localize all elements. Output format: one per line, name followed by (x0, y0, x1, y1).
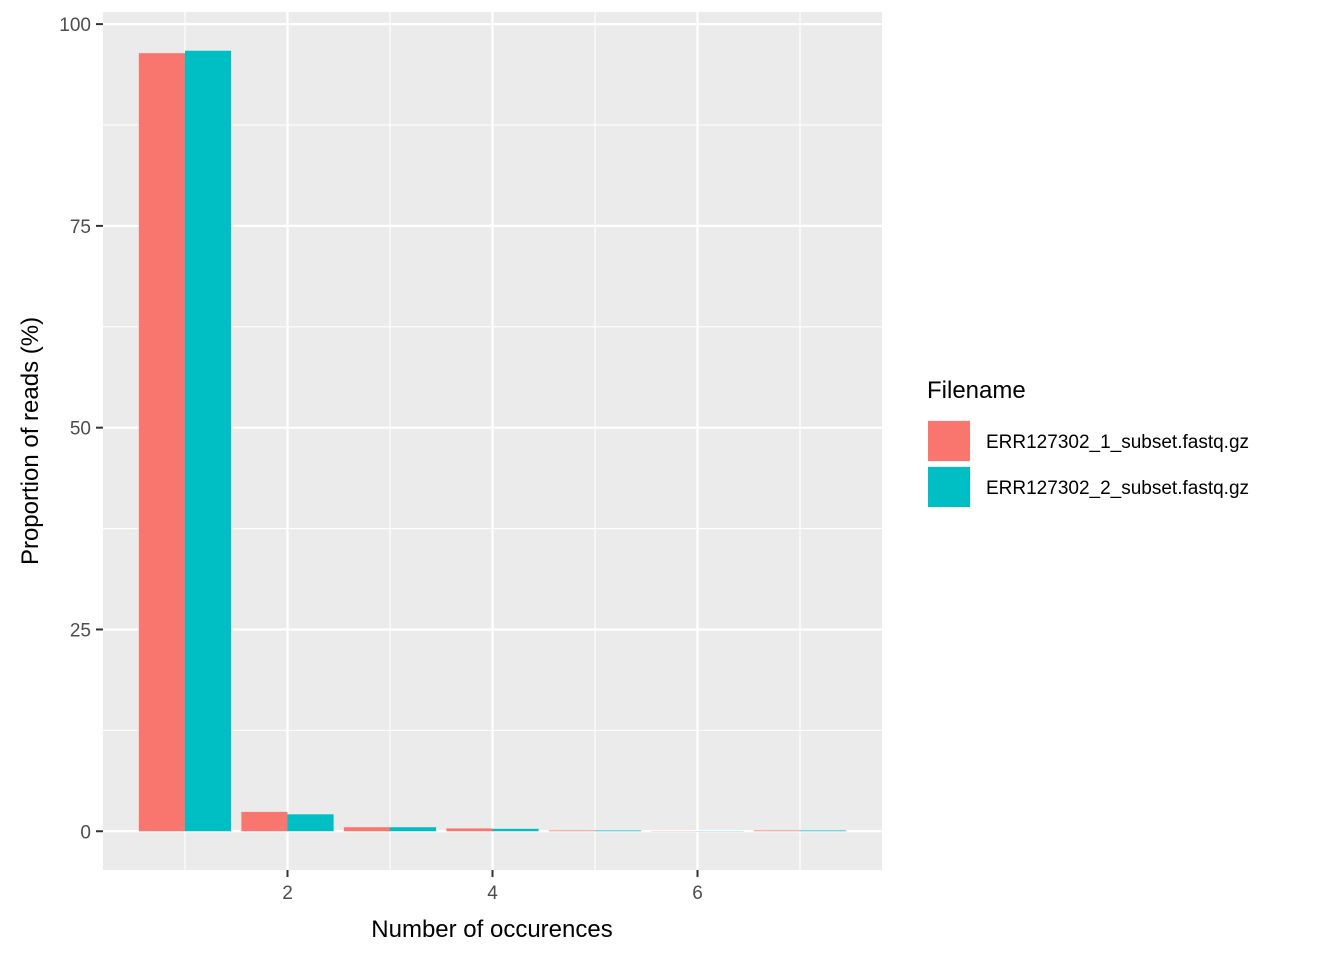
y-tick-label: 75 (70, 217, 91, 238)
x-tick-label: 2 (282, 883, 293, 904)
bar-2-1 (185, 50, 232, 832)
legend-items: ERR127302_1_subset.fastq.gz ERR127302_2_s… (928, 420, 1249, 508)
bar-1-4 (446, 828, 493, 832)
bar-2-5 (595, 830, 642, 832)
bar-1-3 (343, 827, 390, 832)
bar-1-5 (548, 830, 595, 832)
bar-2-2 (287, 814, 334, 832)
y-tick-label: 100 (59, 15, 91, 36)
x-axis: 2 4 6 (282, 870, 703, 904)
x-tick-label: 4 (487, 883, 498, 904)
bar-1-1 (138, 53, 185, 832)
major-gridlines (103, 12, 882, 870)
bar-2-4 (492, 828, 539, 832)
legend-title: Filename (927, 377, 1026, 404)
x-tick-label: 6 (692, 883, 703, 904)
bars (138, 50, 847, 832)
bar-1-7 (753, 830, 800, 832)
bar-2-3 (390, 827, 437, 832)
y-axis-title: Proportion of reads (%) (17, 317, 44, 565)
legend-label-2: ERR127302_2_subset.fastq.gz (986, 478, 1249, 499)
legend-label-1: ERR127302_1_subset.fastq.gz (986, 432, 1249, 453)
legend-swatch-1 (928, 421, 970, 461)
y-tick-label: 50 (70, 419, 91, 440)
y-axis: 0 25 50 75 100 (59, 15, 103, 843)
y-tick-label: 25 (70, 620, 91, 641)
legend-swatch-2 (928, 467, 970, 507)
legend: Filename ERR127302_1_subset.fastq.gzERR1… (927, 377, 1249, 508)
bar-2-7 (800, 830, 847, 832)
bar-1-2 (241, 811, 288, 832)
x-axis-title: Number of occurences (371, 916, 612, 943)
y-tick-label: 0 (80, 822, 91, 843)
